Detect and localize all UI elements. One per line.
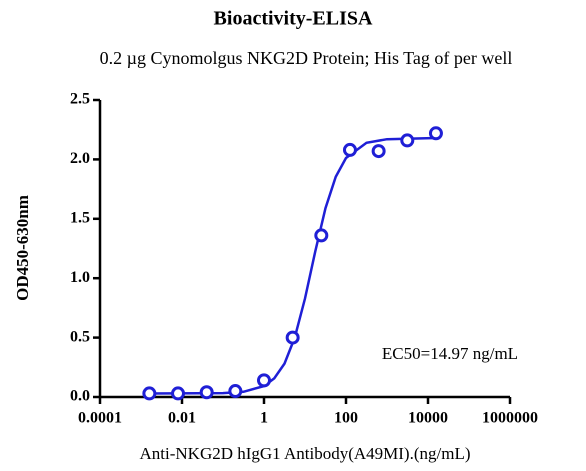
fit-curve (149, 136, 437, 395)
data-point (142, 386, 157, 401)
x-tick-label: 1000000 (482, 410, 538, 427)
y-tick-label: 1.5 (70, 209, 90, 226)
chart-title: Bioactivity-ELISA (214, 8, 373, 30)
x-tick-label: 0.0001 (78, 410, 122, 427)
data-point (371, 144, 386, 159)
data-point (199, 385, 214, 400)
data-point (342, 142, 357, 157)
y-tick-label: 2.5 (70, 91, 90, 108)
data-point (285, 330, 300, 345)
y-tick-label: 0.0 (70, 388, 90, 405)
y-tick-label: 1.0 (70, 269, 90, 286)
y-axis-label: OD450-630nm (13, 195, 32, 301)
data-point (171, 386, 186, 401)
data-point (228, 384, 243, 399)
data-point (257, 373, 271, 388)
y-tick-label: 0.5 (70, 328, 90, 345)
annotation: EC50=14.97 ng/mL (382, 344, 518, 363)
x-tick-label: 10000 (408, 410, 448, 427)
chart-subtitle: 0.2 µg Cynomolgus NKG2D Protein; His Tag… (100, 48, 513, 68)
y-tick-label: 2.0 (70, 150, 90, 167)
x-axis-label: Anti-NKG2D hIgG1 Antibody(A49MI).(ng/mL) (140, 444, 471, 463)
x-tick-label: 0.01 (168, 410, 196, 427)
data-point (428, 126, 443, 141)
data-point (314, 228, 329, 243)
data-point (400, 133, 415, 148)
x-tick-label: 100 (334, 410, 358, 427)
x-tick-label: 1 (260, 410, 268, 427)
